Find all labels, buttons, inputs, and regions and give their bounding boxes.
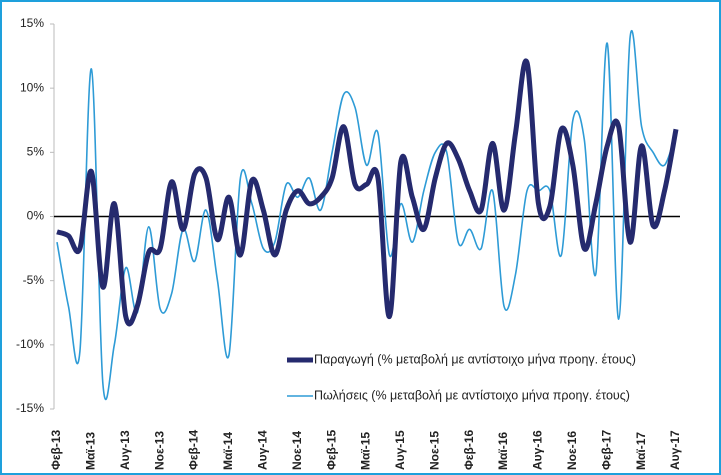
x-tick-label: Νοε-14 — [290, 431, 304, 470]
legend-label: Πωλήσεις (% μεταβολή με αντίστοιχο μήνα … — [314, 388, 630, 402]
x-tick-label: Μαϊ-15 — [359, 432, 373, 470]
x-tick-label: Νοε-15 — [427, 431, 441, 470]
x-tick-label: Αυγ-14 — [256, 430, 270, 470]
x-tick-label: Μαϊ-16 — [496, 432, 510, 470]
y-tick-label: -15% — [16, 401, 44, 415]
y-tick-label: 10% — [20, 80, 44, 94]
x-tick-label: Αυγ-13 — [118, 430, 132, 470]
y-tick-label: -5% — [23, 273, 45, 287]
x-tick-label: Νοε-16 — [565, 431, 579, 470]
x-tick-label: Νοε-13 — [152, 431, 166, 470]
legend-label: Παραγωγή (% μεταβολή με αντίστοιχο μήνα … — [314, 352, 636, 366]
x-tick-label: Φεβ-16 — [462, 429, 476, 470]
series-line — [56, 58, 679, 327]
x-tick-label: Φεβ-14 — [187, 429, 201, 470]
y-tick-label: 15% — [20, 16, 44, 30]
x-tick-label: Φεβ-15 — [324, 429, 338, 470]
x-tick-label: Φεβ-13 — [49, 429, 63, 470]
x-tick-label: Μαϊ-14 — [221, 432, 235, 470]
x-tick-label: Φεβ-17 — [599, 429, 613, 470]
y-tick-label: -10% — [16, 337, 44, 351]
x-tick-label: Μαϊ-17 — [634, 432, 648, 470]
x-tick-label: Αυγ-15 — [393, 430, 407, 470]
y-tick-label: 5% — [27, 145, 45, 159]
y-tick-label: 0% — [27, 209, 45, 223]
x-tick-label: Αυγ-17 — [668, 430, 682, 470]
x-tick-label: Μαϊ-13 — [84, 432, 98, 470]
x-tick-label: Αυγ-16 — [531, 430, 545, 470]
